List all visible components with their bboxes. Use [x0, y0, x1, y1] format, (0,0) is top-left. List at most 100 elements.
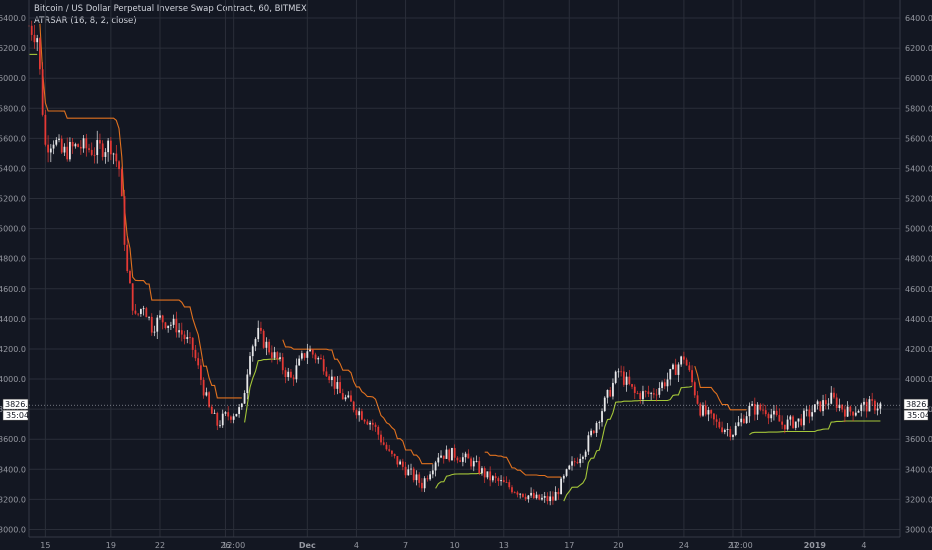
candle [93, 147, 96, 164]
grid [29, 0, 900, 537]
candle [773, 405, 775, 421]
right-price-tick: 3000.0 [905, 525, 932, 534]
candle [568, 464, 571, 470]
chart-title: Bitcoin / US Dollar Perpetual Inverse Sw… [34, 4, 307, 14]
candle [710, 409, 713, 419]
candle [240, 402, 243, 410]
candle [513, 491, 516, 494]
candle [377, 425, 380, 440]
candle [366, 419, 369, 426]
candle [276, 351, 279, 365]
candle [609, 387, 612, 398]
candle [868, 395, 871, 412]
candle [96, 130, 99, 164]
candle [601, 408, 603, 427]
candle [175, 311, 178, 338]
candle [805, 405, 808, 417]
right-price-axis[interactable]: 6400.0 6200.0 6000.0 5800.0 5600.0 5400.0 5200… [905, 14, 932, 534]
candle [824, 394, 827, 410]
candle [137, 313, 140, 317]
candle [587, 431, 590, 455]
candle [85, 133, 88, 157]
candle [202, 377, 205, 399]
candle [693, 380, 696, 398]
candle [759, 403, 762, 412]
candle [453, 444, 456, 462]
candle [565, 468, 568, 478]
candle [622, 366, 625, 387]
candle [470, 456, 472, 470]
candle [82, 135, 85, 153]
candle [871, 392, 874, 406]
candle [655, 388, 658, 402]
candle [257, 320, 260, 343]
candle [688, 361, 691, 372]
candle [104, 148, 107, 164]
candle [680, 355, 683, 367]
time-tick: 4 [861, 541, 866, 550]
candle [603, 396, 606, 413]
candle [120, 166, 123, 197]
candle [412, 466, 415, 483]
candle [418, 472, 421, 488]
candle [49, 144, 52, 163]
candle [426, 475, 429, 482]
candle [734, 422, 737, 437]
candle [186, 330, 189, 344]
candle [369, 420, 371, 430]
candle [873, 399, 876, 414]
sar-segment [484, 451, 562, 478]
candle [833, 387, 835, 400]
right-price-tick: 6400.0 [905, 14, 932, 23]
candle [685, 357, 688, 366]
time-tick: 12:00 [222, 541, 245, 550]
sar-segment [694, 365, 747, 411]
candle [39, 37, 41, 75]
right-price-tick: 6200.0 [905, 44, 932, 53]
left-price-tick: 5800.0 [0, 104, 26, 113]
candle [595, 421, 598, 437]
candle [775, 405, 778, 417]
candle [794, 421, 797, 431]
candle [751, 400, 754, 407]
candle [497, 476, 500, 486]
candle [249, 352, 251, 377]
candle [652, 388, 655, 399]
candle [467, 449, 470, 459]
candle [260, 321, 262, 334]
candle [838, 398, 841, 412]
candle [620, 365, 623, 377]
indicator-label[interactable]: ATRSAR (16, 8, 2, close) [34, 16, 137, 26]
left-price-axis[interactable]: 6400.0 6200.0 6000.0 5800.0 5600.0 5400.0 5200… [0, 14, 26, 534]
candle [764, 405, 767, 417]
candle [792, 414, 794, 429]
candle [178, 323, 180, 338]
candle [786, 415, 789, 431]
candle [647, 385, 650, 397]
candle [172, 314, 175, 329]
candle [118, 160, 120, 177]
candle [164, 321, 167, 330]
candle [311, 348, 314, 359]
candle [789, 414, 792, 426]
right-price-tick: 4200.0 [905, 345, 932, 354]
candle [743, 414, 745, 424]
candle [598, 420, 601, 430]
candle [407, 464, 410, 476]
candle [783, 424, 786, 434]
candle [320, 354, 322, 360]
candle [461, 452, 464, 467]
candle [633, 384, 636, 400]
candle [145, 306, 148, 318]
right-price-tick: 4000.0 [905, 375, 932, 384]
candle [71, 137, 74, 154]
candle [494, 472, 497, 484]
candle [314, 352, 317, 364]
sar-segment [244, 358, 280, 423]
candle [732, 434, 734, 441]
candle [756, 402, 759, 420]
candle [808, 405, 811, 424]
candle [489, 466, 492, 487]
